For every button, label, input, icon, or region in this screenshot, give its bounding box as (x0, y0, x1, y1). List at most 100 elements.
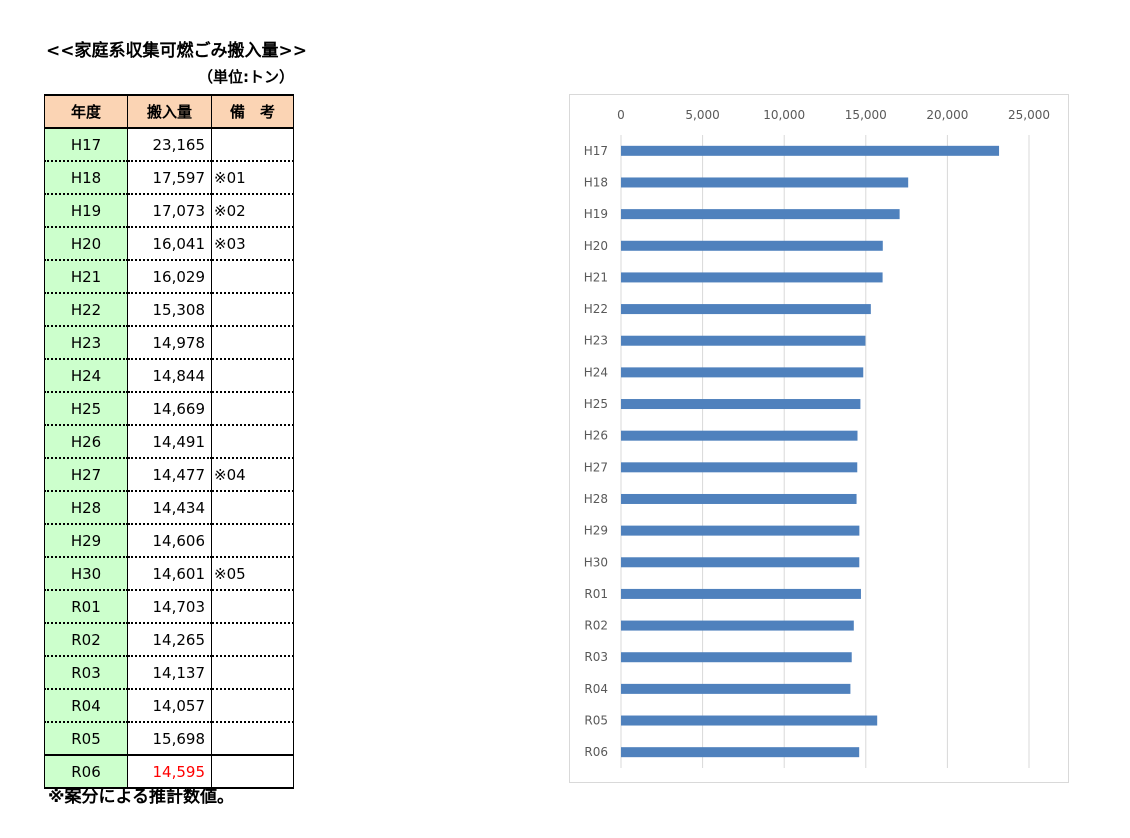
amount-cell: 14,844 (127, 359, 212, 393)
header-amount: 搬入量 (127, 94, 212, 129)
table-row: H28 14,434 (44, 491, 294, 525)
bar (621, 462, 858, 473)
year-cell: R05 (44, 722, 128, 756)
bar (621, 430, 858, 441)
y-category-label: R04 (584, 682, 608, 696)
table-row: H18 17,597 ※01 (44, 161, 294, 195)
bar-chart: 0 5,000 10,000 15,000 20,000 25,000 H17 H18 H19 H… (569, 94, 1069, 783)
note-cell (211, 128, 294, 162)
year-cell: H17 (44, 128, 128, 162)
note-cell (211, 524, 294, 558)
y-category-label: H21 (584, 270, 608, 284)
table-row: R03 14,137 (44, 656, 294, 690)
table-row: H19 17,073 ※02 (44, 194, 294, 228)
bar (621, 493, 857, 504)
note-cell (211, 722, 294, 756)
y-category-label: H22 (584, 302, 608, 316)
note-cell (211, 656, 294, 690)
y-category-label: H30 (584, 555, 608, 569)
y-category-label: H24 (584, 365, 608, 379)
y-category-label: R02 (584, 619, 608, 633)
bar (621, 240, 883, 251)
bar (621, 683, 851, 694)
bar (621, 177, 909, 188)
note-cell (211, 754, 294, 789)
y-category-label: R06 (584, 745, 608, 759)
amount-cell: 17,073 (127, 194, 212, 228)
year-cell: H24 (44, 359, 128, 393)
amount-cell: 14,057 (127, 689, 212, 723)
note-cell (211, 425, 294, 459)
y-category-label: H27 (584, 460, 608, 474)
amount-cell: 14,265 (127, 623, 212, 657)
bar (621, 145, 1000, 156)
amount-cell: 14,434 (127, 491, 212, 525)
x-tick-label: 25,000 (1008, 108, 1050, 122)
year-cell: H29 (44, 524, 128, 558)
bar-chart-svg: 0 5,000 10,000 15,000 20,000 25,000 H17 H18 H19 H… (584, 108, 1050, 768)
amount-cell: 14,137 (127, 656, 212, 690)
x-tick-label: 15,000 (845, 108, 887, 122)
year-cell: R03 (44, 656, 128, 690)
year-cell: H19 (44, 194, 128, 228)
year-cell: H25 (44, 392, 128, 426)
note-cell (211, 326, 294, 360)
table-row: H29 14,606 (44, 524, 294, 558)
note-cell (211, 689, 294, 723)
amount-cell: 14,595 (127, 754, 212, 789)
year-cell: H26 (44, 425, 128, 459)
note-cell: ※04 (211, 458, 294, 492)
amount-cell: 17,597 (127, 161, 212, 195)
amount-cell: 16,029 (127, 260, 212, 294)
y-category-label: R05 (584, 714, 608, 728)
table-row: H23 14,978 (44, 326, 294, 360)
year-cell: H28 (44, 491, 128, 525)
bar (621, 209, 900, 220)
year-cell: H30 (44, 557, 128, 591)
y-category-label: H28 (584, 492, 608, 506)
table-row: H25 14,669 (44, 392, 294, 426)
year-cell: H21 (44, 260, 128, 294)
bar (621, 272, 883, 283)
amount-cell: 15,308 (127, 293, 212, 327)
table-row: H21 16,029 (44, 260, 294, 294)
header-note: 備 考 (211, 94, 294, 129)
year-cell: H22 (44, 293, 128, 327)
bar (621, 335, 866, 346)
year-cell: H20 (44, 227, 128, 261)
bar (621, 715, 878, 726)
note-cell (211, 623, 294, 657)
note-cell: ※03 (211, 227, 294, 261)
table-row: H22 15,308 (44, 293, 294, 327)
year-cell: R04 (44, 689, 128, 723)
y-category-label: H19 (584, 207, 608, 221)
year-cell: R06 (44, 754, 128, 789)
amount-cell: 14,477 (127, 458, 212, 492)
table-row: R02 14,265 (44, 623, 294, 657)
x-tick-label: 20,000 (926, 108, 968, 122)
year-cell: R02 (44, 623, 128, 657)
table-row: H20 16,041 ※03 (44, 227, 294, 261)
y-category-label: H17 (584, 144, 608, 158)
note-cell: ※01 (211, 161, 294, 195)
amount-cell: 15,698 (127, 722, 212, 756)
y-category-label: R03 (584, 650, 608, 664)
amount-cell: 14,491 (127, 425, 212, 459)
year-cell: H27 (44, 458, 128, 492)
unit-label: （単位:トン） (198, 68, 294, 86)
bar (621, 557, 860, 568)
note-cell: ※02 (211, 194, 294, 228)
year-cell: H18 (44, 161, 128, 195)
amount-cell: 14,669 (127, 392, 212, 426)
bar (621, 399, 861, 410)
table-row: H30 14,601 ※05 (44, 557, 294, 591)
y-category-label: H29 (584, 524, 608, 538)
note-cell (211, 491, 294, 525)
note-cell (211, 260, 294, 294)
bar (621, 652, 852, 663)
data-table: 年度 搬入量 備 考 H17 23,165 H18 17,597 ※01 H19 17,07… (44, 94, 294, 789)
table-row: R04 14,057 (44, 689, 294, 723)
table-row: H26 14,491 (44, 425, 294, 459)
header-year: 年度 (44, 94, 128, 129)
year-cell: R01 (44, 590, 128, 624)
